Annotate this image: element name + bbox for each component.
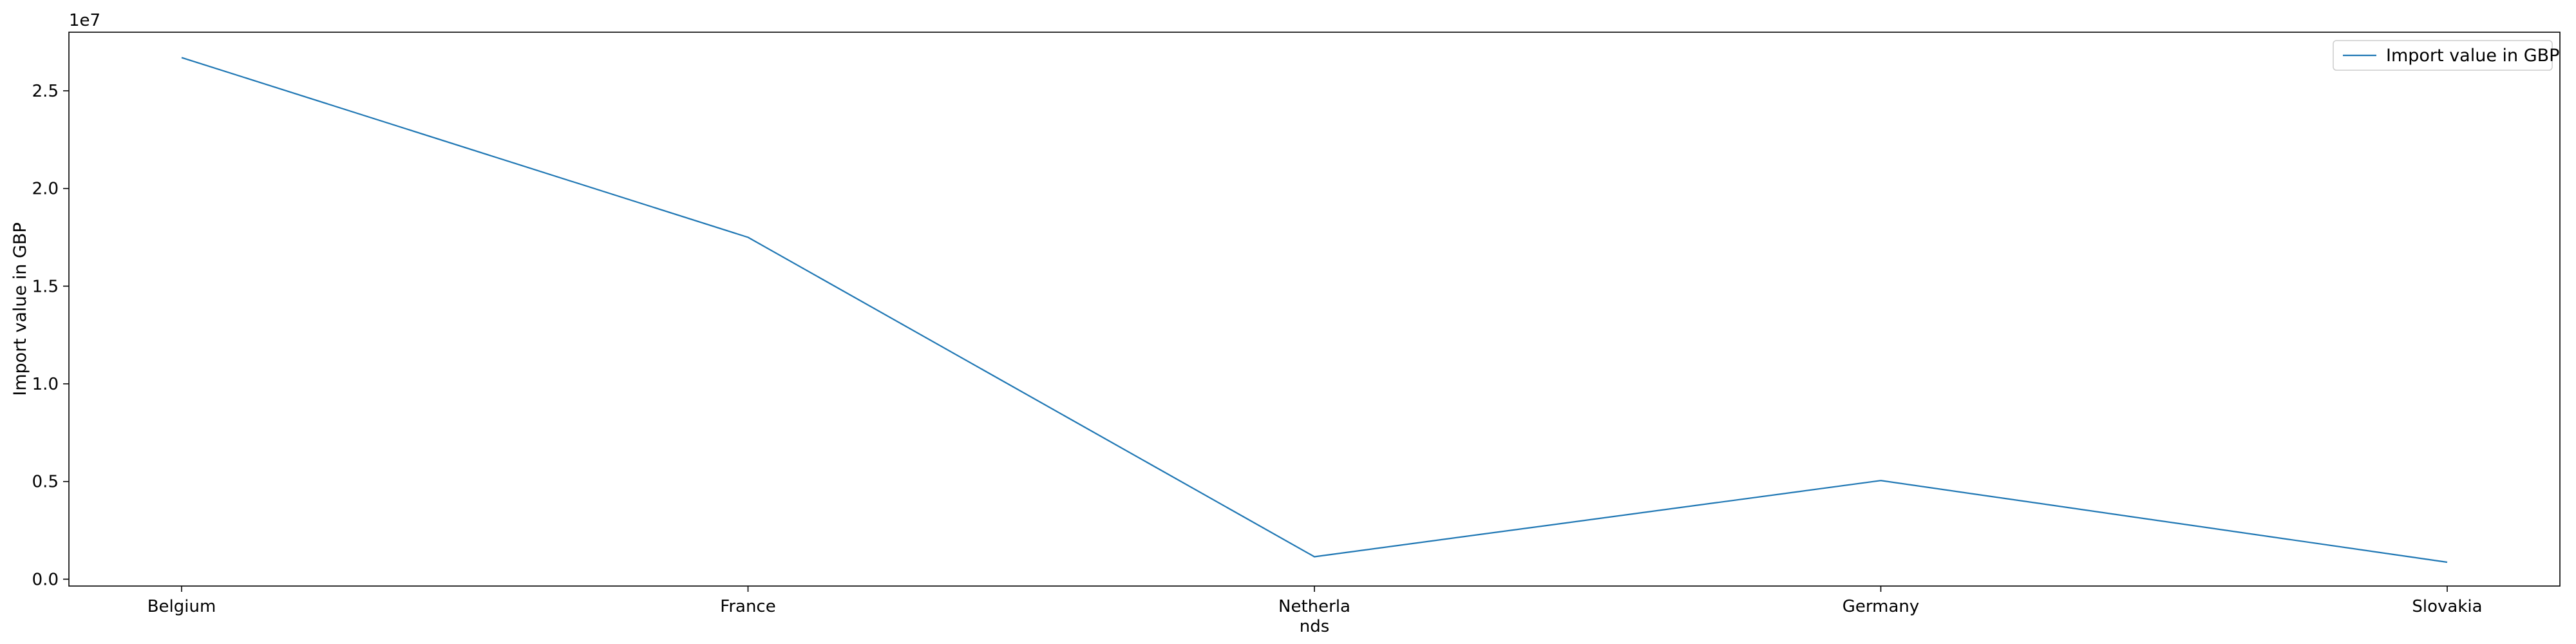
y-tick-label: 2.0 [32,180,59,199]
x-tick-label: Netherla nds [1278,597,1350,636]
legend: Import value in GBP [2333,40,2559,71]
x-tick-label: Belgium [147,597,216,616]
x-tick-label: France [720,597,775,616]
x-tick-label: Slovakia [2412,597,2482,616]
legend-box [2333,40,2553,71]
y-tick-label: 1.0 [32,375,59,394]
legend-entry: Import value in GBP [2386,46,2559,66]
y-tick-label: 1.5 [32,277,59,296]
y-tick-label: 2.5 [32,82,59,101]
x-tick-label: Germany [1842,597,1920,616]
y-axis-label: Import value in GBP [10,222,30,395]
y-axis-multiplier: 1e7 [69,11,100,30]
x-axis: Belgium France Netherla nds Germany Slovakia [147,586,2483,636]
plot-area [181,57,2448,564]
y-tick-label: 0.0 [32,570,59,589]
y-axis: 0.0 0.5 1.0 1.5 2.0 2.5 [32,82,69,589]
y-tick-label: 0.5 [32,473,59,492]
